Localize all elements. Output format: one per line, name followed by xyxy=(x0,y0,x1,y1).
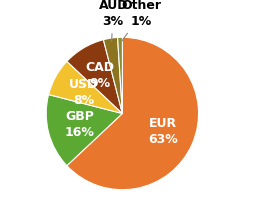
Text: Other
1%: Other 1% xyxy=(121,0,161,41)
Text: USD
8%: USD 8% xyxy=(69,78,98,107)
Wedge shape xyxy=(118,37,122,114)
Wedge shape xyxy=(103,37,122,114)
Wedge shape xyxy=(46,95,122,166)
Text: GBP
16%: GBP 16% xyxy=(65,110,95,139)
Text: CAD
9%: CAD 9% xyxy=(85,61,114,90)
Wedge shape xyxy=(67,37,199,190)
Wedge shape xyxy=(67,40,122,114)
Wedge shape xyxy=(49,61,122,114)
Text: AUD
3%: AUD 3% xyxy=(99,0,128,42)
Text: EUR
63%: EUR 63% xyxy=(148,117,178,145)
